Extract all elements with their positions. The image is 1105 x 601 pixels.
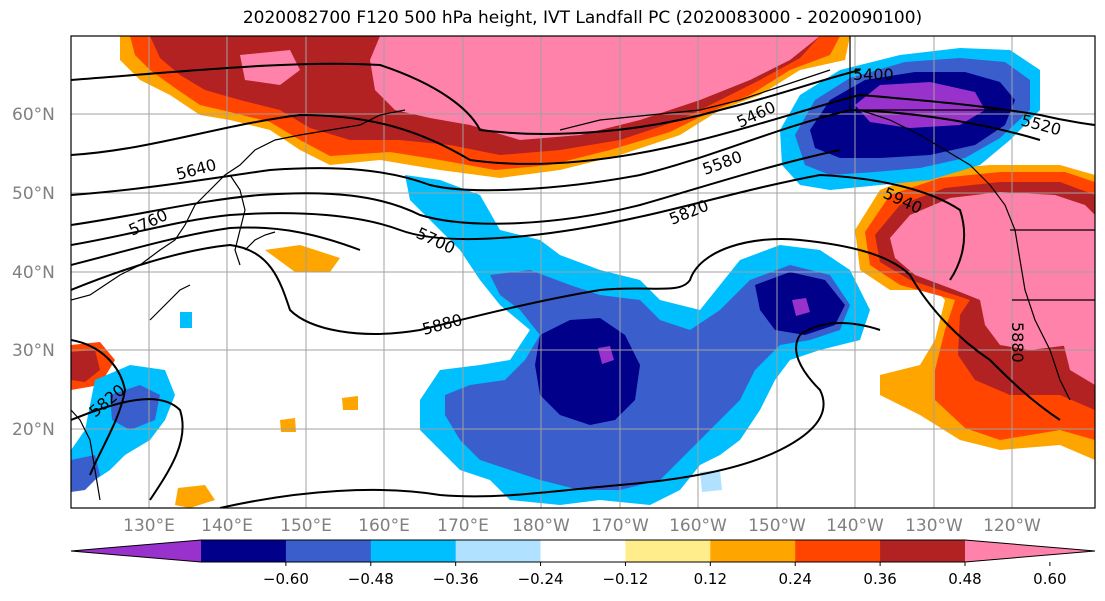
colorbar: −0.60 −0.48 −0.36 −0.24 −0.12 0.12 0.24 0.36 0.4… [70, 539, 1096, 588]
lat-label-30n: 30°N [12, 341, 55, 361]
map-border [70, 35, 1096, 509]
lon-label-150w: 150°W [748, 516, 806, 536]
colorbar-segment [201, 540, 287, 562]
lon-label-130w: 130°W [905, 516, 963, 536]
colorbar-segment [880, 540, 966, 562]
colorbar-tick-label: 0.36 [863, 570, 896, 588]
colorbar-tick-label: 0.60 [1033, 570, 1066, 588]
colorbar-segment [625, 540, 711, 562]
colorbar-tick-label: 0.12 [694, 570, 727, 588]
lon-label-150e: 150°E [280, 516, 332, 536]
lon-label-140e: 140°E [201, 516, 253, 536]
coastlines [71, 36, 1095, 501]
lon-label-120w: 120°W [983, 516, 1041, 536]
lat-label-50n: 50°N [12, 184, 55, 204]
colorbar-tick-label: −0.36 [433, 570, 479, 588]
colorbar-tick-label: 0.24 [779, 570, 812, 588]
colorbar-segment [540, 540, 626, 562]
lon-label-180w: 180°W [512, 516, 570, 536]
height-contours [71, 62, 1095, 508]
latitude-labels: 60°N 50°N 40°N 30°N 20°N [12, 105, 55, 440]
colorbar-segment [795, 540, 881, 562]
lon-label-160w: 160°W [669, 516, 727, 536]
contour-label-5400: 5400 [853, 65, 894, 84]
colorbar-tick-label: −0.24 [518, 570, 564, 588]
lon-label-160e: 160°E [358, 516, 410, 536]
lat-label-60n: 60°N [12, 105, 55, 125]
colorbar-tick-label: −0.60 [263, 570, 309, 588]
colorbar-segment [285, 540, 372, 562]
colorbar-extend-low [71, 540, 201, 562]
lat-label-20n: 20°N [12, 420, 55, 440]
colorbar-outline [70, 539, 1096, 563]
lon-label-130e: 130°E [123, 516, 175, 536]
colorbar-segment [710, 540, 796, 562]
lon-label-170w: 170°W [591, 516, 649, 536]
colorbar-tick-label: 0.48 [948, 570, 981, 588]
lon-label-140w: 140°W [826, 516, 884, 536]
colorbar-segment [370, 540, 457, 562]
longitude-labels: 130°E 140°E 150°E 160°E 170°E 180°W 170°… [123, 516, 1041, 536]
colorbar-tick-label: −0.12 [602, 570, 648, 588]
lat-label-40n: 40°N [12, 263, 55, 283]
lon-label-170e: 170°E [437, 516, 489, 536]
map-title: 2020082700 F120 500 hPa height, IVT Land… [242, 8, 923, 28]
contour-label-5880-east: 5880 [1008, 322, 1027, 363]
colorbar-tick-label: −0.48 [348, 570, 394, 588]
colorbar-extend-high [965, 540, 1095, 562]
colorbar-segment [455, 540, 542, 562]
